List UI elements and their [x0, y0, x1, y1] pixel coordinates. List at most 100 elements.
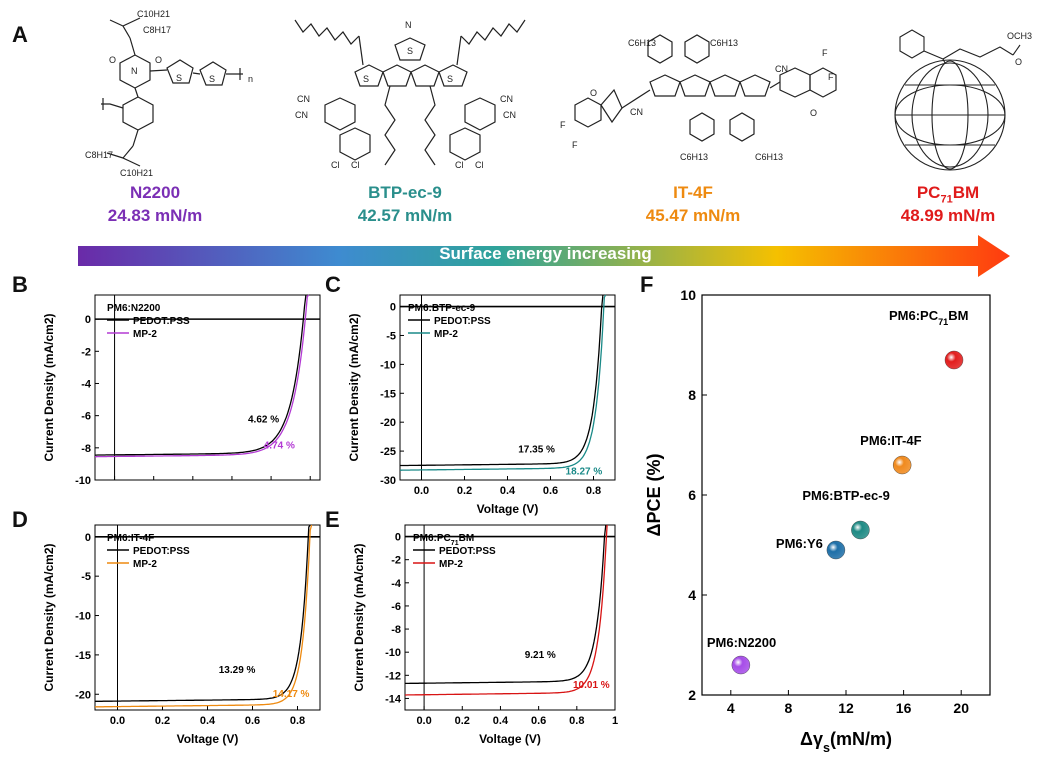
pc71bm-label-och3: OCH3: [1007, 31, 1032, 41]
chart-d-xtick-label: 0.4: [200, 715, 216, 727]
chart-b-frame: [94, 294, 321, 481]
chart-b: 0.00.20.40.60.81.00-2-4-6-8-10Voltage (V…: [42, 294, 321, 485]
chart-d-pce-label-mp-2: 14.17 %: [273, 689, 310, 700]
chart-e-ytick-label: -4: [391, 578, 402, 590]
molecule-name-it-4f: IT-4F: [673, 183, 713, 202]
chart-c-legend-title: PM6:BTP-ec-9: [408, 303, 476, 314]
it4f-label-o2: O: [810, 108, 817, 118]
surface-energy-pc71bm: 48.99 mN/m: [900, 206, 996, 225]
chart-c-legend-label: MP-2: [434, 329, 458, 340]
chart-f-point-label: PM6:N2200: [707, 635, 776, 650]
chart-f-point-pm6-pc71bm: [944, 350, 964, 370]
btp-label-cn4: CN: [503, 110, 516, 120]
chart-c-ylabel: Current Density (mA/cm2): [347, 313, 361, 461]
chart-e-legend-title: PM6:PC71BM: [413, 533, 474, 547]
chart-b-pce-label-pedot-pss: 4.62 %: [248, 415, 279, 426]
it4f-label-f2: F: [572, 140, 578, 150]
chart-c-series-pedot-pss: [400, 294, 604, 467]
chart-f-point-label: PM6:IT-4F: [860, 433, 921, 448]
chart-f-ytick-label: 8: [688, 387, 696, 403]
chart-c-series-mp-2: [400, 294, 607, 471]
it4f-label-c6h13-d: C6H13: [755, 152, 783, 162]
chart-d-xtick-label: 0.8: [290, 715, 305, 727]
chart-e-pce-label-mp-2: 10.01 %: [573, 680, 610, 691]
btp-label-cn1: CN: [297, 94, 310, 104]
chart-d-series-pedot-pss: [95, 524, 311, 702]
chart-f-xlabel: Δγs(mN/m): [800, 729, 892, 755]
chart-f-ytick-label: 10: [680, 287, 696, 303]
chart-e-series-pedot-pss: [405, 524, 607, 685]
chart-d-ytick-label: -15: [75, 650, 91, 662]
arrow-label: Surface energy increasing: [439, 244, 652, 263]
surface-energy-arrow: Surface energy increasing: [78, 235, 1013, 277]
chart-e-ytick-label: -6: [391, 601, 401, 613]
chart-d-pce-label-pedot-pss: 13.29 %: [219, 665, 256, 676]
btp-label-cl4: Cl: [475, 160, 484, 170]
chart-f-xtick-label: 16: [896, 700, 912, 716]
chart-e-xtick-label: 1: [612, 715, 618, 727]
chart-f-point-label: PM6:PC71BM: [889, 308, 968, 327]
chart-d-legend-label: MP-2: [133, 559, 157, 570]
chart-e-legend-label: PEDOT:PSS: [439, 546, 496, 557]
panel-label-d: D: [12, 507, 28, 532]
panel-label-a: A: [12, 22, 28, 47]
chart-b-ytick-label: -8: [81, 443, 91, 455]
surface-energy-it-4f: 45.47 mN/m: [645, 206, 741, 225]
btp-label-cl3: Cl: [455, 160, 464, 170]
surface-energy-btp-ec-9: 42.57 mN/m: [357, 206, 453, 225]
chart-d-ytick-label: -5: [81, 571, 91, 583]
chart-e-ytick-label: -14: [385, 693, 402, 705]
n2200-label-c10h21-bottom: C10H21: [120, 168, 153, 178]
panel-label-f: F: [640, 272, 654, 297]
chart-c-xtick-label: 0.0: [414, 485, 429, 497]
chart-e-xtick-label: 0.6: [531, 715, 546, 727]
chart-c-ytick-label: -30: [380, 475, 396, 487]
it4f-label-c6h13-a: C6H13: [628, 38, 656, 48]
chart-f-xtick-label: 8: [785, 700, 793, 716]
chart-c-ytick-label: -5: [386, 330, 396, 342]
chart-d-xtick-label: 0.0: [110, 715, 125, 727]
chart-e-xtick-label: 0.0: [416, 715, 431, 727]
it-4f-structure: C6H13 C6H13 C6H13 C6H13 CN CN F F F F O …: [560, 34, 837, 162]
n2200-label-n-atom: N: [131, 66, 138, 76]
chart-d-ytick-label: -10: [75, 611, 91, 623]
n2200-label-o1: O: [109, 55, 116, 65]
it4f-label-c6h13-c: C6H13: [680, 152, 708, 162]
n2200-label-c8h17-bottom: C8H17: [85, 150, 113, 160]
chart-e-xlabel: Voltage (V): [479, 732, 541, 746]
chart-e: 0.0 0.2 0.4 0.6 0.8 1 0 -2 -4 -6 -8 -10 -12 -14 Voltag…: [352, 524, 618, 746]
chart-f-point-pm6-y6: [826, 540, 846, 560]
n2200-structure: C10H21 C8H17 C8H17 C10H21 n N S S O O: [85, 9, 253, 178]
chart-b-ytick-label: -6: [81, 411, 91, 423]
btp-label-s1: S: [363, 74, 369, 84]
it4f-label-f4: F: [828, 72, 834, 82]
chart-b-ytick-label: 0: [85, 314, 91, 326]
chart-b-legend-title: PM6:N2200: [107, 303, 161, 314]
chart-e-ytick-label: -2: [391, 555, 401, 567]
btp-label-n1: N: [405, 20, 412, 30]
chart-d-ytick-label: -20: [75, 689, 91, 701]
btp-ec-9-structure: N S CN CN CN CN Cl Cl Cl Cl S S: [294, 19, 526, 170]
panel-label-c: C: [325, 272, 341, 297]
it4f-label-cn1: CN: [630, 107, 643, 117]
chart-c-ytick-label: 0: [390, 302, 396, 314]
chart-c-pce-label-mp-2: 18.27 %: [566, 466, 603, 477]
molecule-name-pc71bm: PC71BM: [916, 183, 980, 206]
chart-b-series-pedot-pss: [95, 294, 307, 456]
chart-d-series-mp-2: [94, 524, 313, 708]
surface-energy-n2200: 24.83 mN/m: [107, 206, 203, 225]
chart-c-xtick-label: 0.4: [500, 485, 516, 497]
chart-f-xtick-label: 12: [838, 700, 854, 716]
chart-d-xtick-label: 0.6: [245, 715, 260, 727]
chart-c-ytick-label: -25: [380, 446, 396, 458]
chart-d-xtick-label: 0.2: [155, 715, 170, 727]
chart-c-frame: [399, 294, 616, 481]
chart-b-pce-label-mp-2: 4.74 %: [264, 441, 295, 452]
chart-e-xtick-label: 0.8: [569, 715, 584, 727]
chart-f-point-pm6-n2200: [731, 655, 751, 675]
chart-f-point-pm6-btp-ec-9: [851, 520, 870, 540]
chart-f-ytick-label: 6: [688, 487, 696, 503]
chart-e-xtick-label: 0.2: [455, 715, 470, 727]
chart-b-ylabel: Current Density (mA/cm2): [42, 313, 56, 461]
